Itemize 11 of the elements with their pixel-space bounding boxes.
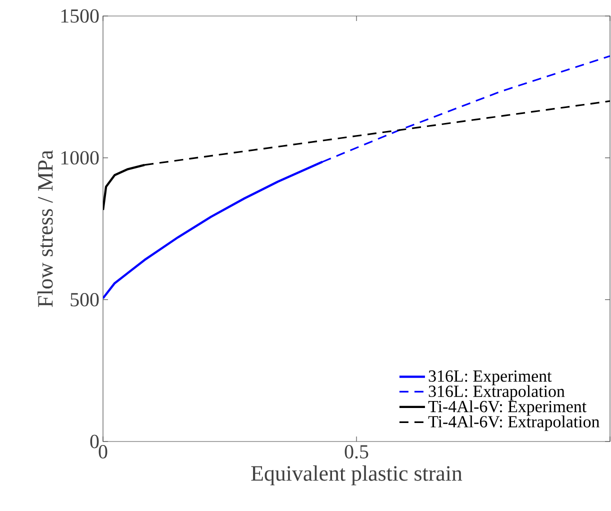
- legend-label: 316L: Extrapolation: [428, 385, 565, 400]
- x-axis-title: Equivalent plastic strain: [251, 465, 462, 486]
- legend-label: Ti-4Al-6V: Extrapolation: [428, 416, 600, 431]
- x-tick-label: 0.5: [344, 445, 368, 459]
- legend-label: 316L: Experiment: [428, 370, 552, 386]
- legend-label: Ti-4Al-6V: Experiment: [428, 400, 586, 416]
- y-axis-title: Flow stress / MPa: [37, 150, 53, 307]
- y-tick-label: 1000: [61, 151, 99, 165]
- y-tick-label: 1500: [61, 9, 99, 23]
- y-tick-label: 0: [90, 434, 99, 448]
- y-tick-label: 500: [70, 292, 99, 306]
